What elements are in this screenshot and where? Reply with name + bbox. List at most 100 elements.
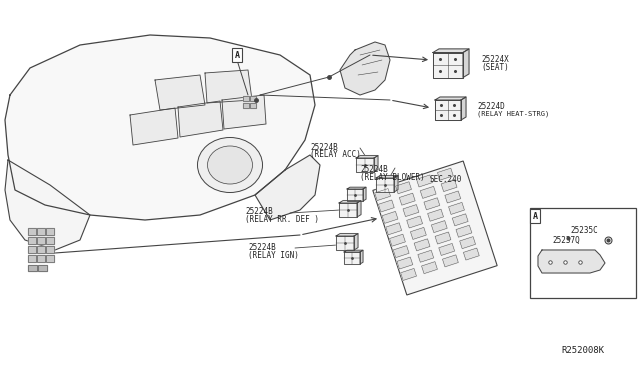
Bar	[460, 237, 476, 248]
Text: 25224X: 25224X	[481, 55, 509, 64]
Bar	[46, 255, 54, 262]
Text: 25224B: 25224B	[248, 243, 276, 252]
Bar	[452, 214, 468, 226]
Text: (RELAY IGN): (RELAY IGN)	[248, 251, 299, 260]
Bar	[439, 243, 454, 256]
Bar	[28, 246, 36, 253]
Text: SEC.240: SEC.240	[430, 175, 462, 184]
Bar	[428, 209, 444, 221]
Bar	[37, 255, 45, 262]
Bar	[38, 265, 47, 271]
Bar	[38, 265, 47, 271]
Bar	[422, 262, 437, 274]
Bar	[250, 96, 256, 101]
Polygon shape	[374, 155, 378, 172]
Text: 25224D: 25224D	[477, 102, 505, 111]
Bar	[401, 269, 417, 280]
Bar	[439, 243, 454, 256]
Bar	[438, 168, 453, 180]
Text: (RELAY RR. DEF ): (RELAY RR. DEF )	[245, 215, 319, 224]
Bar	[374, 189, 390, 201]
Bar	[396, 182, 412, 194]
Bar	[417, 175, 433, 187]
Bar	[46, 228, 54, 235]
Bar	[46, 228, 54, 235]
Polygon shape	[538, 250, 605, 273]
Bar	[28, 255, 36, 262]
Polygon shape	[339, 201, 361, 203]
Bar	[418, 250, 434, 262]
Bar	[438, 168, 453, 180]
Bar	[386, 223, 402, 235]
Polygon shape	[435, 97, 466, 100]
Bar	[28, 265, 37, 271]
Bar	[407, 216, 422, 228]
Polygon shape	[178, 101, 223, 137]
Bar	[37, 228, 45, 235]
Bar	[243, 103, 249, 108]
Polygon shape	[435, 100, 461, 120]
Bar	[250, 103, 256, 108]
Bar	[28, 246, 36, 253]
Polygon shape	[354, 234, 358, 250]
Bar	[250, 96, 256, 101]
Text: (RELAY ACC): (RELAY ACC)	[310, 150, 361, 159]
Bar	[397, 257, 413, 269]
Bar	[442, 255, 458, 267]
Bar	[401, 269, 417, 280]
Text: A: A	[234, 51, 239, 60]
Bar	[399, 193, 415, 205]
Bar	[378, 200, 394, 212]
Bar	[407, 216, 422, 228]
Bar	[452, 214, 468, 226]
Bar	[456, 225, 472, 237]
Bar	[382, 211, 398, 223]
Bar	[431, 221, 447, 232]
Text: A: A	[532, 212, 538, 221]
Bar	[417, 175, 433, 187]
Polygon shape	[255, 155, 320, 220]
Bar	[424, 198, 440, 210]
Bar	[418, 250, 434, 262]
Text: (SEAT): (SEAT)	[481, 63, 509, 72]
Polygon shape	[433, 52, 463, 77]
Text: R252008K: R252008K	[561, 346, 604, 355]
Polygon shape	[339, 203, 357, 217]
Bar	[414, 239, 430, 251]
Bar	[28, 228, 36, 235]
Bar	[463, 248, 479, 260]
Bar	[28, 237, 36, 244]
Bar	[378, 200, 394, 212]
Polygon shape	[376, 176, 398, 178]
Text: 25235C: 25235C	[570, 226, 598, 235]
Bar	[445, 191, 461, 203]
Bar	[46, 246, 54, 253]
Polygon shape	[155, 75, 205, 110]
Bar	[431, 221, 447, 232]
Polygon shape	[222, 95, 266, 129]
Bar	[37, 237, 45, 244]
Polygon shape	[340, 42, 390, 95]
Polygon shape	[5, 35, 315, 220]
Polygon shape	[360, 250, 363, 264]
Bar	[424, 198, 440, 210]
Bar	[449, 202, 465, 214]
Polygon shape	[363, 187, 366, 201]
Polygon shape	[336, 234, 358, 236]
FancyBboxPatch shape	[373, 161, 497, 295]
Polygon shape	[5, 160, 90, 250]
Polygon shape	[347, 187, 366, 189]
Bar	[393, 246, 409, 257]
Bar	[46, 237, 54, 244]
Bar	[463, 248, 479, 260]
Bar	[37, 255, 45, 262]
Bar	[456, 225, 472, 237]
Bar	[382, 211, 398, 223]
Bar	[414, 239, 430, 251]
Bar	[28, 228, 36, 235]
Bar	[46, 255, 54, 262]
Bar	[420, 186, 436, 198]
Bar	[460, 237, 476, 248]
Text: 25224B: 25224B	[310, 143, 338, 152]
Text: 25224B: 25224B	[360, 165, 388, 174]
